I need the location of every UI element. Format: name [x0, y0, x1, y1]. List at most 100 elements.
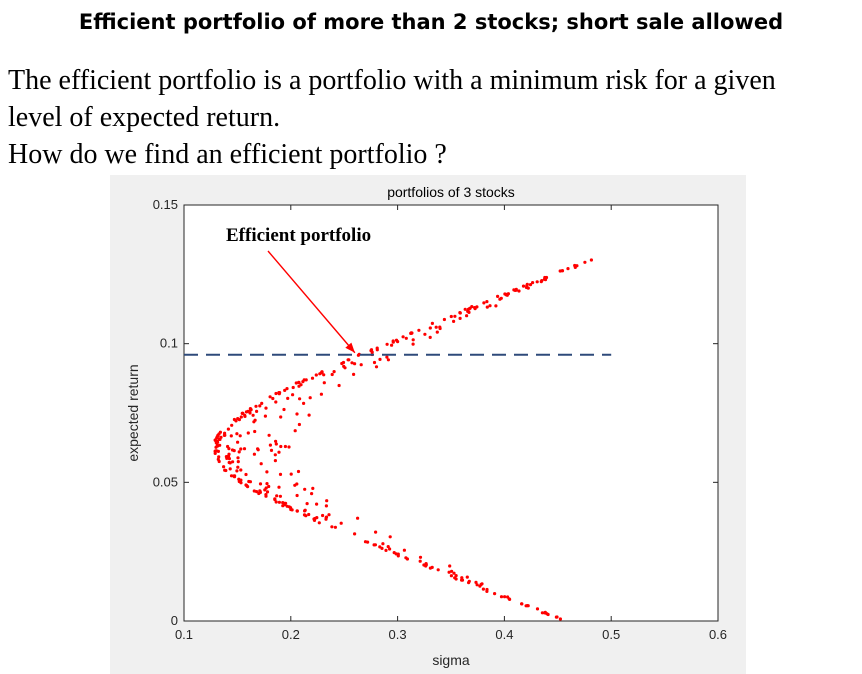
scatter-point: [303, 509, 307, 513]
scatter-point: [283, 388, 287, 392]
body-line-1: The efficient portfolio is a portfolio w…: [8, 65, 776, 96]
scatter-point: [485, 300, 489, 304]
scatter-point: [239, 481, 243, 485]
scatter-point: [378, 357, 382, 361]
scatter-point: [417, 328, 421, 332]
x-tick-label: 0.3: [389, 627, 407, 642]
scatter-point: [239, 447, 243, 451]
scatter-point: [228, 467, 232, 471]
scatter-point: [517, 289, 521, 293]
scatter-point: [423, 332, 427, 336]
scatter-point: [526, 286, 530, 290]
scatter-point: [217, 437, 221, 441]
scatter-point: [478, 584, 482, 588]
scatter-point: [505, 293, 509, 297]
scatter-point: [435, 330, 439, 334]
scatter-point: [458, 316, 462, 320]
scatter-point: [305, 502, 309, 506]
scatter-point: [246, 431, 250, 435]
scatter-point: [307, 413, 311, 417]
scatter-point: [390, 343, 394, 347]
scatter-point: [226, 427, 230, 431]
scatter-point: [385, 355, 389, 359]
scatter-point: [294, 381, 298, 385]
scatter-point: [531, 281, 535, 285]
scatter-point: [467, 310, 471, 314]
scatter-point: [381, 542, 385, 546]
x-axis-label: sigma: [432, 652, 470, 668]
scatter-point: [535, 607, 540, 611]
scatter-point: [330, 372, 334, 377]
scatter-point: [453, 576, 457, 580]
scatter-point: [291, 385, 295, 390]
scatter-point: [291, 393, 295, 397]
scatter-point: [277, 392, 281, 396]
scatter-point: [341, 360, 346, 365]
scatter-point: [257, 491, 261, 496]
scatter-point: [401, 335, 405, 339]
scatter-point: [512, 288, 516, 292]
scatter-chart: 0.1 0.2 0.3 0.4 0.5 0.6 0 0.05 0.1 0.15 Efficient…: [125, 184, 727, 668]
scatter-point: [386, 545, 390, 549]
scatter-point: [450, 569, 454, 573]
y-tick-label: 0: [171, 613, 178, 628]
scatter-point: [525, 284, 529, 288]
scatter-point: [285, 387, 289, 391]
data-points: [213, 258, 593, 621]
chart-title: portfolios of 3 stocks: [387, 184, 515, 200]
scatter-point: [480, 582, 484, 586]
scatter-point: [242, 447, 247, 451]
scatter-point: [293, 483, 297, 487]
scatter-point: [482, 301, 486, 305]
scatter-point: [285, 504, 289, 508]
scatter-point: [324, 516, 328, 520]
scatter-point: [267, 433, 271, 437]
x-tick-label: 0.1: [175, 627, 193, 642]
scatter-point: [314, 373, 318, 377]
scatter-point: [422, 563, 426, 567]
scatter-point: [539, 280, 543, 284]
scatter-point: [369, 349, 373, 353]
scatter-point: [235, 469, 239, 473]
scatter-point: [404, 556, 408, 560]
scatter-point: [396, 552, 400, 556]
scatter-point: [404, 336, 408, 340]
scatter-point: [293, 429, 297, 433]
scatter-point: [388, 547, 392, 551]
annotation-arrow: [267, 250, 356, 354]
scatter-point: [411, 338, 415, 342]
scatter-point: [263, 414, 267, 418]
scatter-point: [452, 319, 456, 323]
scatter-point: [302, 401, 306, 405]
y-tick-label: 0.1: [160, 336, 178, 351]
scatter-point: [253, 429, 257, 434]
scatter-point: [385, 342, 389, 346]
scatter-point: [286, 396, 290, 400]
scatter-point: [226, 444, 230, 449]
scatter-point: [327, 513, 331, 517]
scatter-point: [366, 540, 370, 544]
scatter-point: [279, 415, 283, 419]
scatter-point: [460, 576, 464, 580]
scatter-point: [311, 486, 315, 490]
scatter-point: [230, 423, 234, 427]
scatter-point: [324, 504, 328, 508]
scatter-point: [380, 546, 384, 550]
scatter-point: [268, 443, 272, 447]
scatter-point: [520, 602, 524, 606]
scatter-point: [239, 415, 243, 419]
scatter-point: [255, 409, 259, 413]
scatter-point: [508, 597, 512, 601]
scatter-point: [448, 564, 452, 568]
scatter-point: [330, 525, 334, 529]
scatter-point: [589, 258, 593, 262]
scatter-point: [560, 269, 565, 273]
scatter-point: [219, 435, 223, 439]
scatter-point: [274, 500, 278, 504]
scatter-point: [236, 440, 240, 444]
scatter-point: [269, 448, 274, 452]
scatter-point: [218, 430, 222, 434]
scatter-point: [290, 508, 294, 512]
scatter-point: [514, 287, 518, 291]
x-tick-label: 0.2: [282, 627, 300, 642]
